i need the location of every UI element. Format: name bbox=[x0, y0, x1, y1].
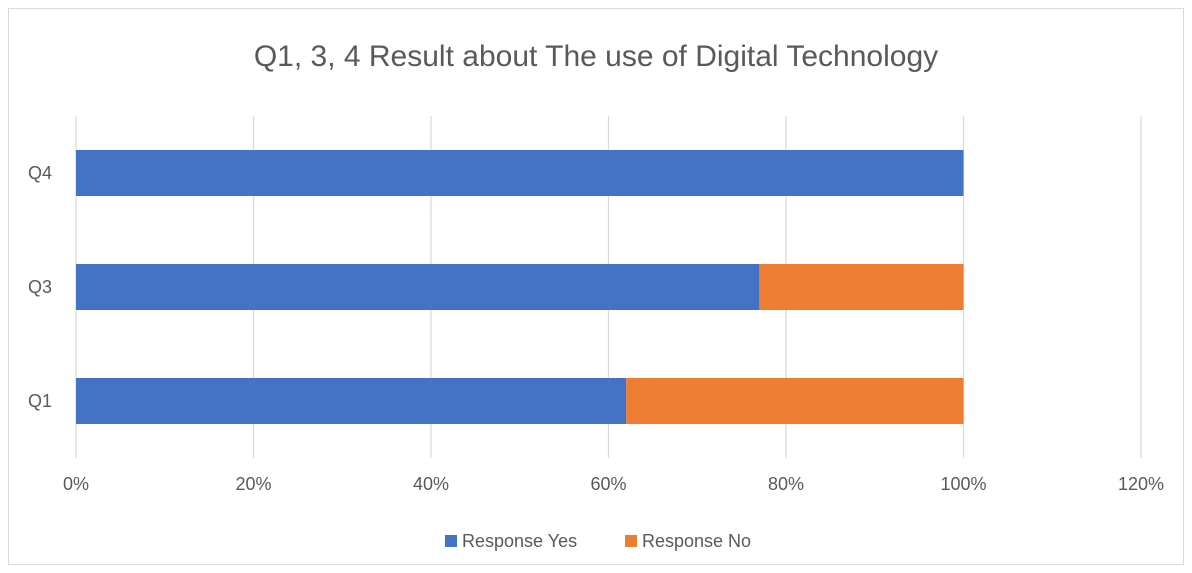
legend-label: Response Yes bbox=[462, 531, 577, 551]
x-tick-label: 60% bbox=[590, 474, 626, 494]
chart-title: Q1, 3, 4 Result about The use of Digital… bbox=[254, 40, 938, 73]
category-labels: Q1 Q3 Q4 bbox=[28, 163, 52, 411]
legend-swatch bbox=[625, 535, 637, 547]
x-tick-label: 0% bbox=[63, 474, 89, 494]
x-tick-label: 20% bbox=[235, 474, 271, 494]
bar-q1-response-yes bbox=[76, 378, 627, 424]
x-axis-tick-labels: 0% 20% 40% 60% 80% 100% 120% bbox=[63, 474, 1164, 494]
bar-q1-response-no bbox=[626, 378, 964, 424]
bar-q4-response-yes bbox=[76, 150, 964, 196]
category-label: Q1 bbox=[28, 391, 52, 411]
category-label: Q3 bbox=[28, 277, 52, 297]
bar-q3-response-no bbox=[759, 264, 964, 310]
legend: Response Yes Response No bbox=[445, 531, 751, 551]
legend-swatch bbox=[445, 535, 457, 547]
legend-label: Response No bbox=[642, 531, 751, 551]
x-tick-label: 100% bbox=[940, 474, 986, 494]
x-tick-label: 120% bbox=[1118, 474, 1164, 494]
x-tick-label: 40% bbox=[413, 474, 449, 494]
bar-q3-response-yes bbox=[76, 264, 760, 310]
x-tick-label: 80% bbox=[768, 474, 804, 494]
bars bbox=[76, 150, 964, 424]
category-label: Q4 bbox=[28, 163, 52, 183]
